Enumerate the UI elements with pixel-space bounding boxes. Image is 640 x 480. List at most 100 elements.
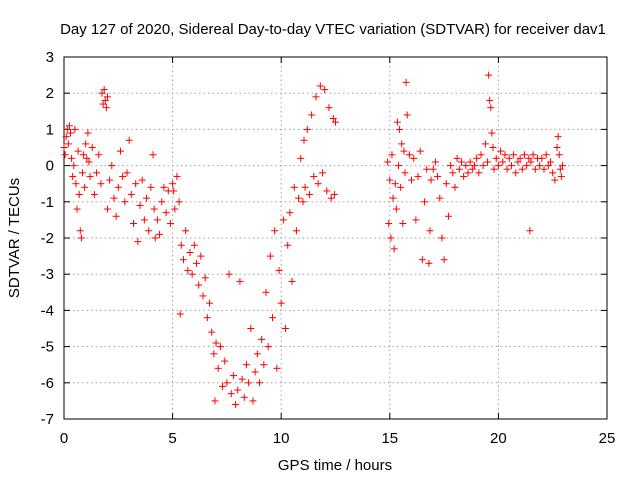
data-point xyxy=(71,125,79,133)
data-point xyxy=(206,299,214,307)
data-point xyxy=(247,325,255,332)
data-point xyxy=(227,390,235,398)
data-point xyxy=(61,151,69,159)
data-point xyxy=(523,162,531,170)
data-point xyxy=(416,147,424,155)
data-point xyxy=(389,194,397,202)
data-point xyxy=(531,165,539,173)
data-point xyxy=(245,379,253,387)
data-point xyxy=(232,401,240,409)
data-point xyxy=(312,93,320,101)
data-point xyxy=(544,162,552,170)
x-tick-label: 20 xyxy=(490,430,507,447)
y-tick-label: 2 xyxy=(46,85,54,102)
data-point xyxy=(516,154,524,162)
data-point xyxy=(288,277,296,285)
data-point xyxy=(455,165,463,173)
data-point xyxy=(90,191,98,199)
data-point xyxy=(83,154,91,162)
data-point xyxy=(464,169,472,177)
data-point xyxy=(67,129,75,137)
data-point xyxy=(399,220,407,228)
data-point xyxy=(188,270,196,278)
data-point xyxy=(63,125,71,133)
data-point xyxy=(260,361,268,369)
data-point xyxy=(486,96,494,104)
data-point xyxy=(392,205,400,213)
data-point xyxy=(223,379,231,387)
data-point xyxy=(97,180,105,188)
data-point xyxy=(394,162,402,170)
data-point xyxy=(292,227,300,235)
chart-title: Day 127 of 2020, Sidereal Day-to-day VTE… xyxy=(60,21,606,38)
data-point xyxy=(387,234,395,242)
data-point xyxy=(147,183,155,191)
data-point xyxy=(390,245,398,253)
data-point xyxy=(284,241,292,249)
data-point xyxy=(403,111,411,119)
data-point xyxy=(282,325,290,332)
data-point xyxy=(527,158,535,166)
data-point xyxy=(323,187,331,195)
data-point xyxy=(273,364,281,372)
data-point xyxy=(236,277,244,285)
data-point xyxy=(477,151,485,159)
data-point xyxy=(434,172,442,180)
data-point xyxy=(442,180,450,188)
data-point xyxy=(77,234,85,242)
data-point xyxy=(145,227,153,235)
data-point xyxy=(106,176,114,184)
y-tick-label: -7 xyxy=(41,411,54,428)
data-point xyxy=(182,227,190,235)
data-point xyxy=(507,162,515,170)
data-point xyxy=(542,151,550,159)
data-point xyxy=(158,198,166,206)
data-point xyxy=(150,205,158,213)
data-point xyxy=(143,194,151,202)
data-point xyxy=(221,357,229,365)
data-point xyxy=(485,71,493,79)
data-point xyxy=(462,162,470,170)
data-point xyxy=(330,191,338,199)
data-point xyxy=(72,180,80,188)
data-point xyxy=(418,256,426,264)
data-point xyxy=(393,118,401,126)
data-point xyxy=(526,227,534,235)
data-point xyxy=(82,140,90,148)
data-point xyxy=(151,234,159,242)
y-tick-label: 3 xyxy=(46,49,54,66)
data-point xyxy=(551,176,559,184)
data-point xyxy=(80,151,88,159)
data-point xyxy=(277,299,285,307)
y-tick-label: -2 xyxy=(41,230,54,247)
data-point xyxy=(425,259,433,267)
data-point xyxy=(177,241,185,249)
data-point xyxy=(108,162,116,170)
data-point xyxy=(269,314,277,322)
y-tick-labels: -7 -6 -5 -4 -3 -2 -1 0 1 2 3 xyxy=(41,49,54,428)
data-point xyxy=(421,198,429,206)
data-point xyxy=(264,343,272,351)
data-point xyxy=(173,172,181,180)
data-point xyxy=(453,154,461,162)
data-point xyxy=(391,180,399,188)
data-point xyxy=(457,158,465,166)
data-point xyxy=(219,382,227,390)
data-point xyxy=(78,169,86,177)
data-point xyxy=(510,151,518,159)
data-point xyxy=(153,216,161,224)
data-point xyxy=(321,86,329,94)
data-point xyxy=(251,368,259,376)
data-point xyxy=(75,191,83,199)
data-point xyxy=(305,191,313,199)
data-point xyxy=(436,194,444,202)
y-tick-label: -4 xyxy=(41,302,54,319)
data-point xyxy=(414,172,422,180)
data-point xyxy=(386,176,394,184)
data-point xyxy=(487,104,495,112)
data-point xyxy=(554,133,562,141)
data-point xyxy=(121,198,129,206)
data-point xyxy=(297,154,305,162)
data-point xyxy=(190,241,198,249)
